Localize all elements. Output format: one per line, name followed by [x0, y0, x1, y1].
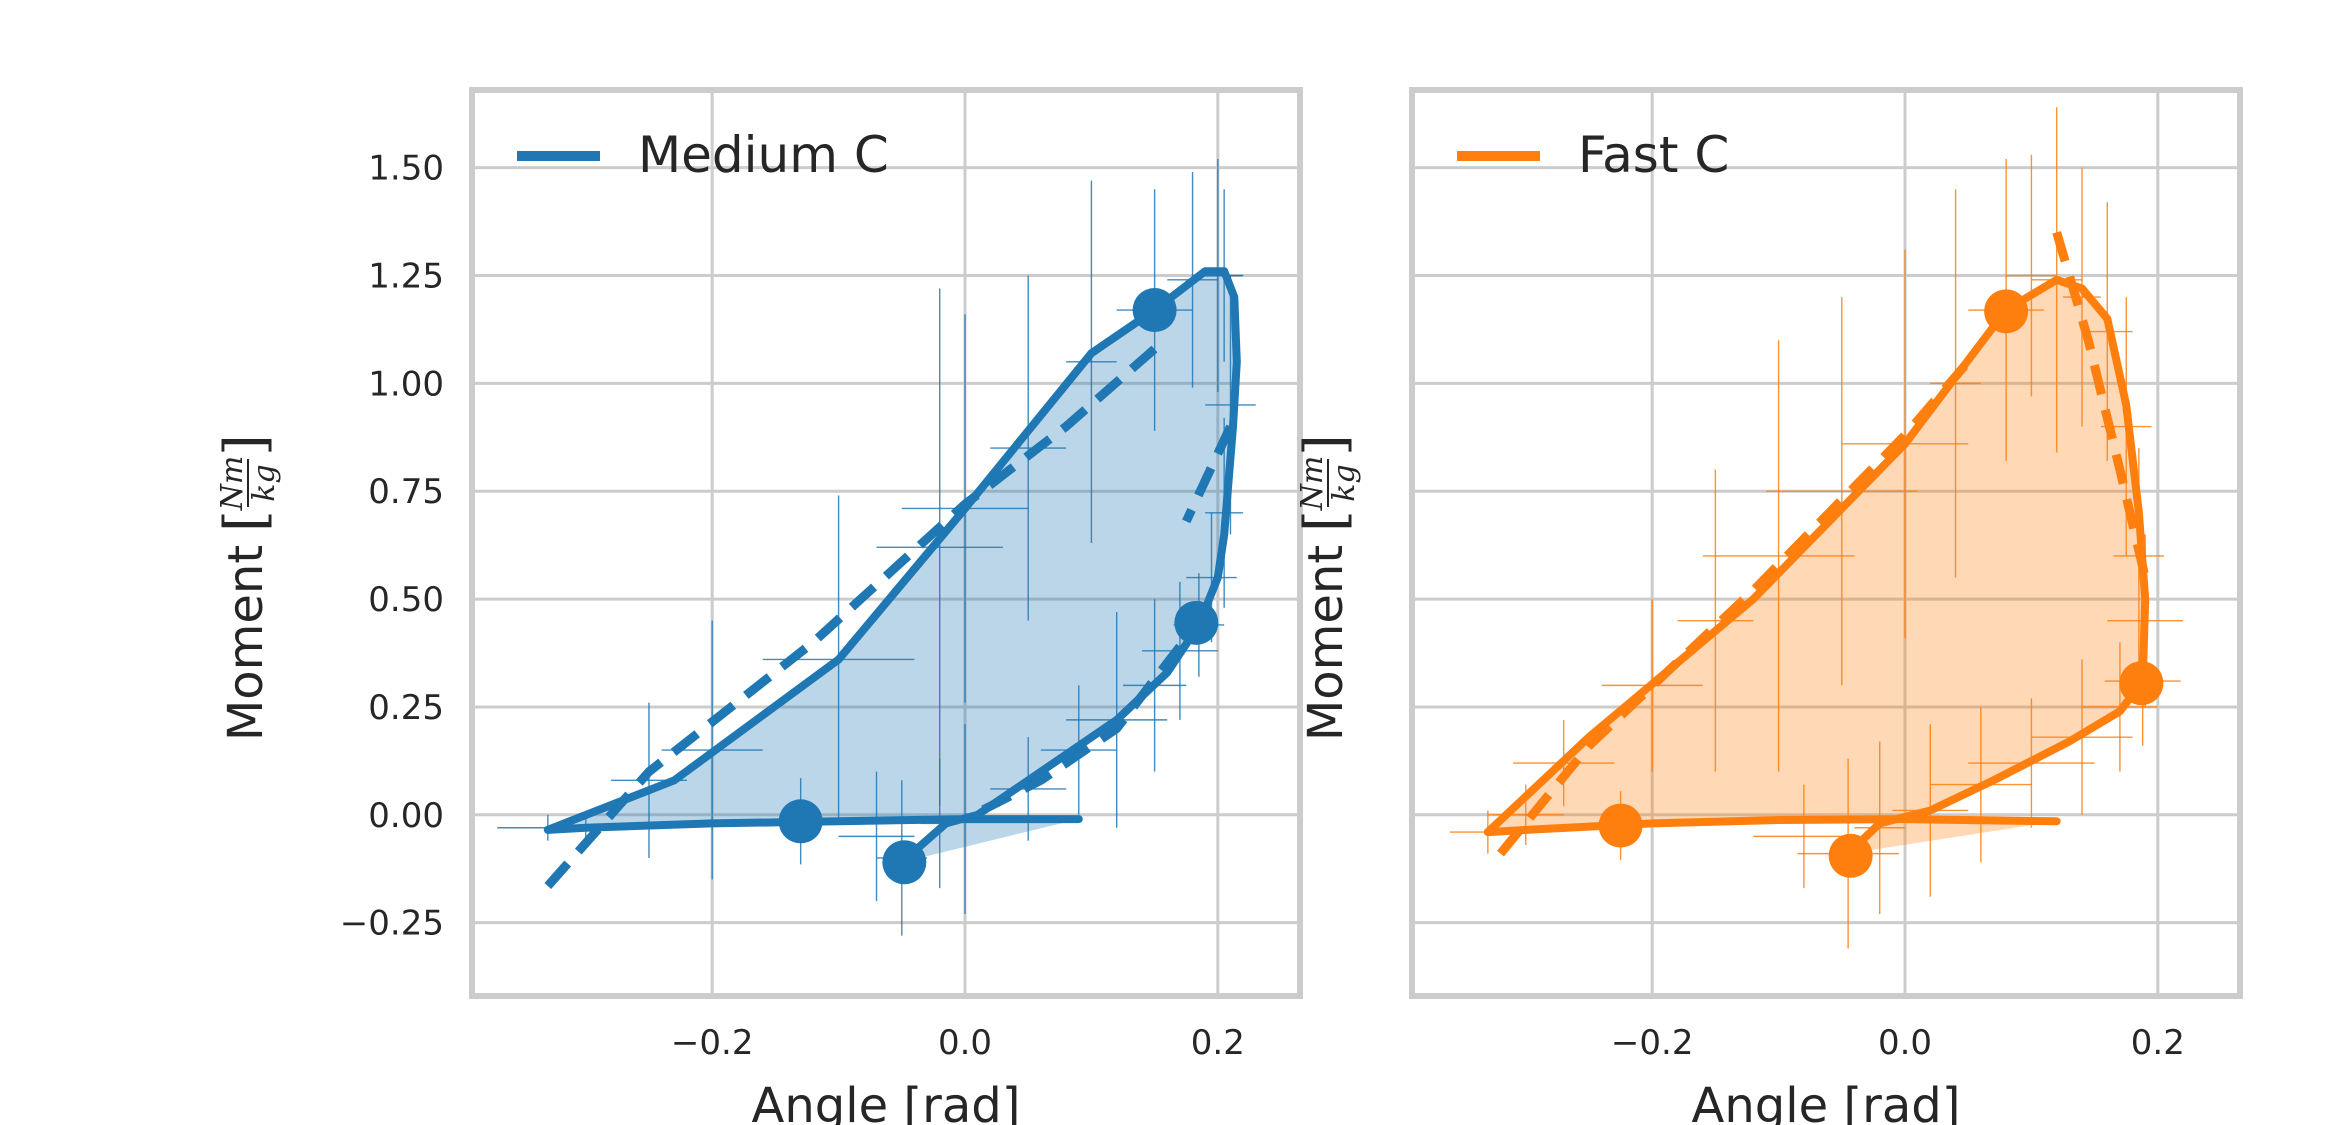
y-tick-label: 0.25 [368, 688, 444, 728]
error-bar [838, 771, 915, 902]
axes-frame [1409, 87, 2243, 999]
series-solid-loop [1483, 275, 2150, 858]
series-solid-loop [543, 267, 1241, 867]
y-unit-bracket-right: ] [1293, 434, 1358, 456]
y-tick-label: 1.00 [368, 364, 444, 404]
x-axis-label: Angle [rad] [752, 1078, 1021, 1125]
y-axis-label-text: Moment [1298, 545, 1354, 741]
series-dashed-descending [1182, 424, 1235, 524]
y-unit-bracket-right: ] [213, 434, 278, 456]
x-tick-label: −0.2 [1611, 1023, 1694, 1063]
y-unit-bracket-left: [ [1293, 510, 1358, 532]
error-bar [1677, 469, 1754, 772]
y-tick-label: 0.50 [368, 580, 444, 620]
y-tick-label: 0.75 [368, 472, 444, 512]
x-tick-label: 0.2 [1191, 1023, 1245, 1063]
y-tick-label: 1.50 [368, 149, 444, 189]
y-unit-numerator: Nm [215, 456, 250, 512]
y-tick-label: −0.25 [340, 904, 444, 944]
y-unit-bracket-left: [ [213, 510, 278, 532]
series-marker [778, 799, 823, 844]
series-marker [1984, 289, 2029, 334]
axes-frame [469, 87, 1303, 999]
left-panel-medium-c: −0.2 0.0 0.2 −0.25 0.00 0.25 0.50 0.75 1.00 1.25 1… [213, 87, 1303, 1125]
hysteresis-area [1487, 279, 2146, 854]
x-tick-label: −0.2 [671, 1023, 754, 1063]
y-unit-numerator: Nm [1295, 456, 1330, 512]
legend: Medium C [517, 126, 889, 184]
y-tick-label: 0.00 [368, 796, 444, 836]
error-bar [1753, 784, 1855, 889]
series-marker [1598, 803, 1643, 848]
legend: Fast C [1457, 126, 1729, 184]
x-tick-label: 0.2 [2131, 1023, 2185, 1063]
y-tick-label: 1.25 [368, 257, 444, 297]
legend-label: Fast C [1578, 126, 1729, 184]
x-tick-label: 0.0 [1878, 1023, 1932, 1063]
x-tick-label: 0.0 [938, 1023, 992, 1063]
error-bar [1702, 340, 1855, 772]
series-marker [1174, 600, 1219, 645]
y-axis-label-text: Moment [218, 545, 274, 741]
series-marker [1828, 833, 1873, 878]
legend-label: Medium C [638, 126, 889, 184]
plot-area [497, 159, 1256, 936]
error-bar [1765, 297, 1918, 686]
error-bar [2063, 167, 2101, 427]
series-marker [2119, 661, 2164, 706]
y-unit-denominator: kg [247, 464, 282, 501]
error-bar [990, 275, 1067, 621]
series-marker [1132, 288, 1177, 333]
error-bar [876, 288, 1003, 807]
y-unit-denominator: kg [1327, 464, 1362, 501]
series-marker [882, 840, 927, 885]
x-axis-label: Angle [rad] [1692, 1078, 1961, 1125]
error-bar [1066, 180, 1117, 543]
hysteresis-area [547, 271, 1237, 863]
error-bar [2006, 154, 2057, 397]
plot-area [1449, 107, 2184, 949]
